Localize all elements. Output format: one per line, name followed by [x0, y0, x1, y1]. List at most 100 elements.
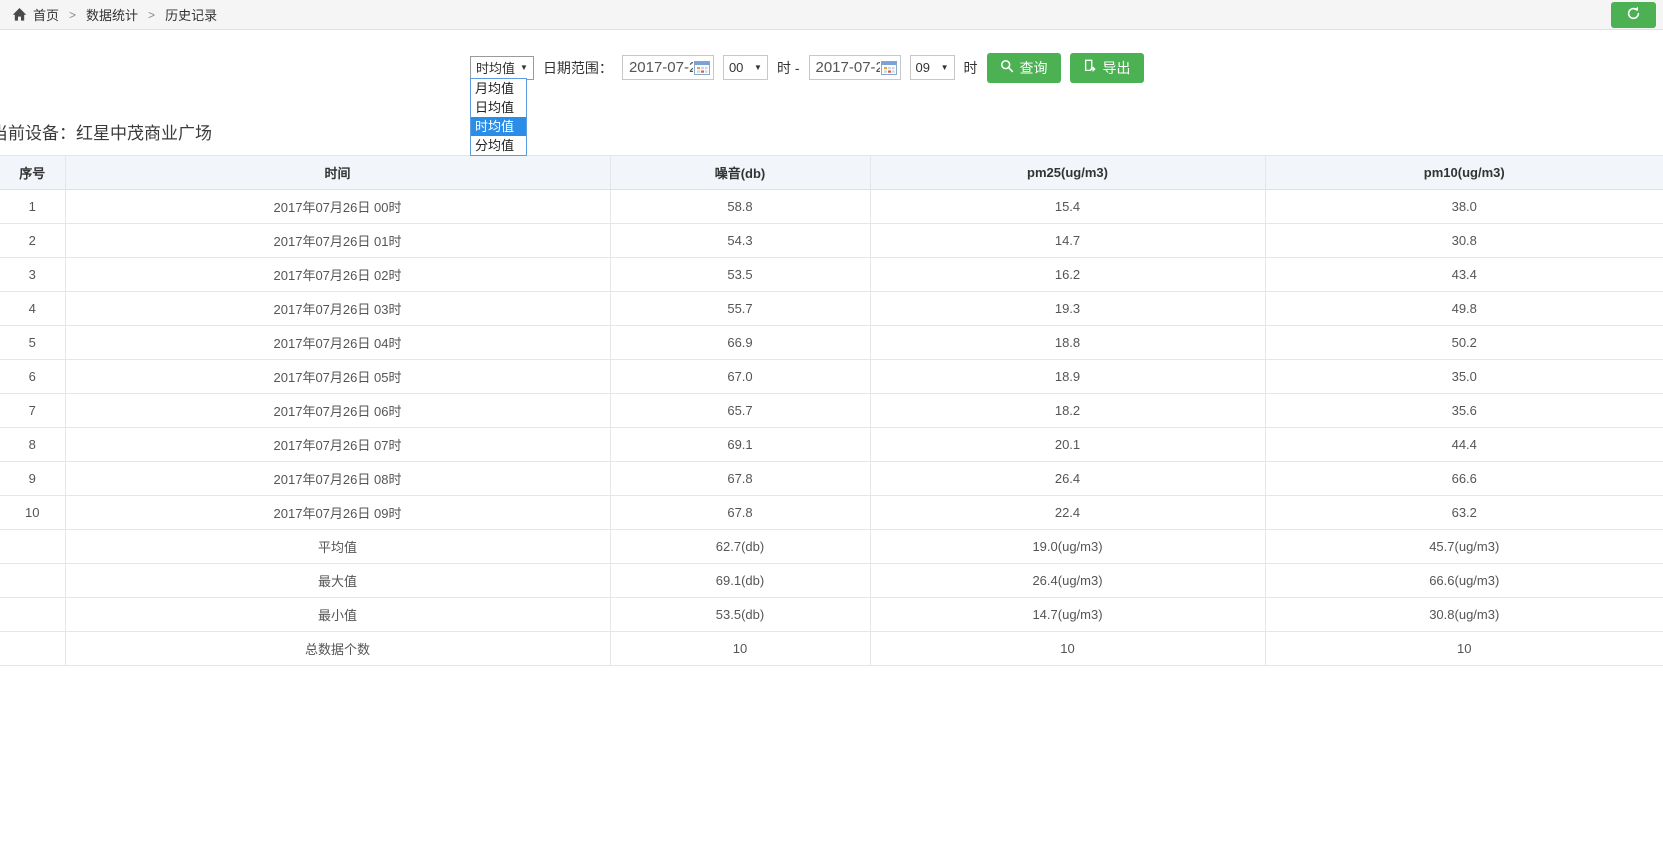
table-row: 6 2017年07月26日 05时 67.0 18.9 35.0 — [0, 359, 1663, 394]
table-body: 1 2017年07月26日 00时 58.8 15.4 38.0 2 2017年07月26日… — [0, 189, 1663, 666]
cell: 26.4(ug/m3) — [869, 563, 1266, 598]
cell: 6 — [0, 359, 66, 394]
cell: 66.6(ug/m3) — [1264, 563, 1663, 598]
cell: 1 — [0, 189, 66, 224]
cell: 54.3 — [609, 223, 871, 258]
export-button[interactable]: 导出 — [1069, 52, 1144, 83]
cell: 2017年07月26日 07时 — [64, 427, 611, 462]
cell: 53.5 — [609, 257, 871, 292]
cell: 14.7 — [869, 223, 1266, 258]
history-table: 序号 时间 噪音(db) pm25(ug/m3) pm10(ug/m3) 1 20… — [0, 155, 1663, 666]
breadcrumb-home[interactable]: 首页 — [33, 8, 60, 23]
chevron-down-icon: ▼ — [520, 63, 528, 72]
export-icon — [1083, 59, 1097, 76]
col-header-index: 序号 — [0, 155, 66, 190]
cell: 10 — [1264, 631, 1663, 666]
cell: 2017年07月26日 06时 — [64, 393, 611, 428]
avg-type-option[interactable]: 日均值 — [475, 100, 515, 115]
summary-row: 总数据个数 10 10 10 — [0, 631, 1663, 666]
table-row: 3 2017年07月26日 02时 53.5 16.2 43.4 — [0, 257, 1663, 292]
cell: 2 — [0, 223, 66, 258]
table-header-row: 序号 时间 噪音(db) pm25(ug/m3) pm10(ug/m3) — [0, 155, 1663, 190]
table-row: 1 2017年07月26日 00时 58.8 15.4 38.0 — [0, 189, 1663, 224]
cell: 53.5(db) — [609, 597, 871, 632]
avg-type-select-options: 月均值日均值时均值分均值 — [470, 78, 527, 156]
cell: 2017年07月26日 09时 — [64, 495, 611, 530]
cell: 2017年07月26日 03时 — [64, 291, 611, 326]
cell: 最小值 — [64, 597, 611, 632]
cell: 8 — [0, 427, 66, 462]
cell: 22.4 — [869, 495, 1266, 530]
cell: 62.7(db) — [609, 529, 871, 564]
history-table-container: 序号 时间 噪音(db) pm25(ug/m3) pm10(ug/m3) 1 20… — [0, 155, 1663, 666]
cell: 45.7(ug/m3) — [1264, 529, 1663, 564]
calendar-icon[interactable] — [880, 60, 897, 75]
start-hour-select[interactable]: 00 ▼ — [722, 55, 768, 80]
breadcrumb: 首页 > 数据统计 > 历史记录 — [0, 0, 1663, 30]
breadcrumb-separator: > — [148, 7, 156, 22]
cell: 3 — [0, 257, 66, 292]
refresh-icon — [1626, 6, 1641, 24]
col-header-pm10: pm10(ug/m3) — [1264, 155, 1663, 190]
cell: 44.4 — [1264, 427, 1663, 462]
cell: 19.0(ug/m3) — [869, 529, 1266, 564]
cell: 2017年07月26日 04时 — [64, 325, 611, 360]
cell: 18.9 — [869, 359, 1266, 394]
table-row: 4 2017年07月26日 03时 55.7 19.3 49.8 — [0, 291, 1663, 326]
end-date-input[interactable] — [809, 59, 880, 76]
filter-toolbar: 时均值 ▼ 日期范围： 00 ▼ 时 - 09 — [470, 52, 1144, 83]
cell: 平均值 — [64, 529, 611, 564]
table-row: 8 2017年07月26日 07时 69.1 20.1 44.4 — [0, 427, 1663, 462]
cell: 9 — [0, 461, 66, 496]
cell: 26.4 — [869, 461, 1266, 496]
col-header-time: 时间 — [64, 155, 611, 190]
home-icon — [12, 7, 27, 22]
refresh-button[interactable] — [1611, 2, 1656, 28]
calendar-icon[interactable] — [693, 60, 710, 75]
cell: 15.4 — [869, 189, 1266, 224]
between-label: 时 - — [776, 59, 800, 76]
end-hour-label: 时 — [963, 59, 978, 76]
cell: 19.3 — [869, 291, 1266, 326]
export-button-label: 导出 — [1102, 59, 1131, 76]
date-range-label: 日期范围： — [542, 59, 613, 76]
cell: 2017年07月26日 08时 — [64, 461, 611, 496]
cell: 63.2 — [1264, 495, 1663, 530]
cell: 58.8 — [609, 189, 871, 224]
cell: 67.8 — [609, 495, 871, 530]
end-date-field[interactable] — [808, 55, 901, 80]
start-date-input[interactable] — [622, 59, 693, 76]
avg-type-option[interactable]: 时均值 — [471, 117, 526, 136]
query-button-label: 查询 — [1019, 59, 1048, 76]
cell — [0, 529, 66, 564]
breadcrumb-item-history[interactable]: 历史记录 — [165, 8, 218, 23]
chevron-down-icon: ▼ — [754, 63, 762, 72]
avg-type-option[interactable]: 月均值 — [475, 81, 515, 96]
cell: 50.2 — [1264, 325, 1663, 360]
cell: 2017年07月26日 02时 — [64, 257, 611, 292]
cell: 55.7 — [609, 291, 871, 326]
cell — [0, 597, 66, 632]
cell: 18.8 — [869, 325, 1266, 360]
cell: 2017年07月26日 00时 — [64, 189, 611, 224]
avg-type-option[interactable]: 分均值 — [475, 138, 515, 153]
query-button[interactable]: 查询 — [986, 52, 1061, 83]
table-row: 9 2017年07月26日 08时 67.8 26.4 66.6 — [0, 461, 1663, 496]
cell: 5 — [0, 325, 66, 360]
table-row: 2 2017年07月26日 01时 54.3 14.7 30.8 — [0, 223, 1663, 258]
end-hour-select[interactable]: 09 ▼ — [909, 55, 955, 80]
avg-type-selected-value: 时均值 — [476, 61, 516, 76]
current-device-label: 当前设备：红星中茂商业广场 — [0, 124, 212, 143]
cell: 2017年07月26日 01时 — [64, 223, 611, 258]
avg-type-select[interactable]: 时均值 ▼ — [470, 55, 534, 80]
cell: 16.2 — [869, 257, 1266, 292]
summary-row: 最大值 69.1(db) 26.4(ug/m3) 66.6(ug/m3) — [0, 563, 1663, 598]
cell: 总数据个数 — [64, 631, 611, 666]
cell: 10 — [609, 631, 871, 666]
cell: 35.0 — [1264, 359, 1663, 394]
breadcrumb-item-data-stats[interactable]: 数据统计 — [86, 8, 139, 23]
cell: 43.4 — [1264, 257, 1663, 292]
start-date-field[interactable] — [621, 55, 714, 80]
col-header-pm25: pm25(ug/m3) — [869, 155, 1266, 190]
cell — [0, 631, 66, 666]
